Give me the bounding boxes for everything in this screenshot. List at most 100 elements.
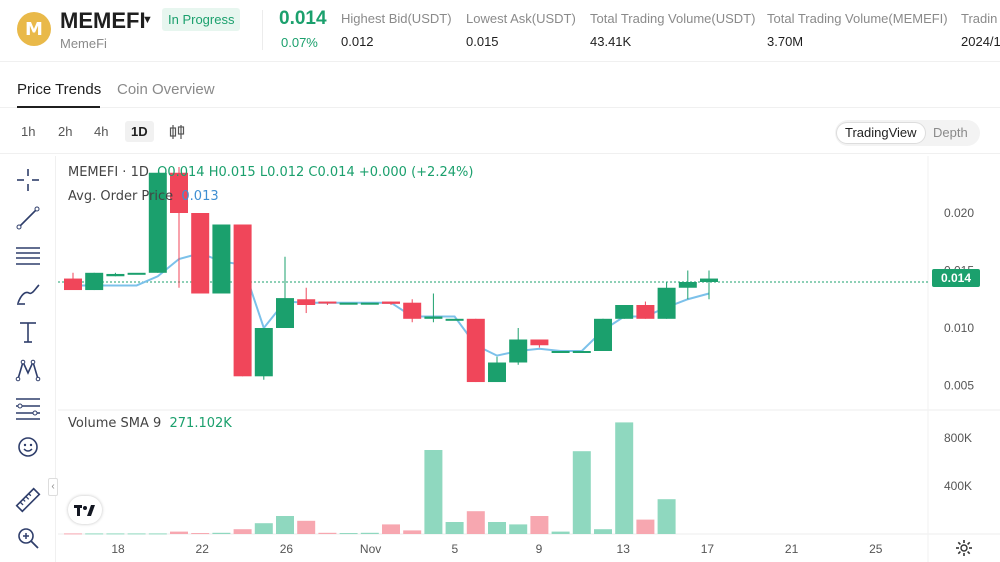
volume-bar	[424, 450, 443, 534]
logo-letter: M	[25, 18, 43, 40]
stat-label-highest-bid: Highest Bid(USDT)	[341, 11, 452, 26]
timeframe-1h[interactable]: 1h	[21, 124, 36, 139]
chart-legend-ohlc: MEMEFI · 1D O0.014 H0.015 L0.012 C0.014 …	[68, 165, 473, 180]
pattern-icon[interactable]	[14, 356, 42, 384]
chart-title: MEMEFI · 1D	[68, 165, 149, 180]
timeframe-2h[interactable]: 2h	[58, 124, 73, 139]
candle-body	[191, 213, 210, 294]
volume-tick-label: 800K	[944, 431, 972, 445]
timeframe-4h[interactable]: 4h	[94, 124, 109, 139]
candle-body	[488, 362, 506, 383]
candle-body	[212, 224, 231, 294]
tab-price-trends[interactable]: Price Trends	[17, 81, 102, 98]
ohlc-values: O0.014 H0.015 L0.012 C0.014 +0.000 (+2.2…	[157, 165, 474, 180]
current-price-tag: 0.014	[932, 269, 980, 287]
stat-label-lowest-ask: Lowest Ask(USDT)	[466, 11, 576, 26]
volume-bar	[233, 529, 252, 534]
candle-body	[127, 272, 146, 275]
trend-line-icon[interactable]	[14, 204, 42, 232]
volume-bar	[615, 422, 634, 534]
timeframe-1d[interactable]: 1D	[125, 121, 154, 142]
candle-body	[382, 301, 400, 304]
volume-sma-label: Volume SMA 9	[68, 416, 162, 431]
tab-coin-overview[interactable]: Coin Overview	[117, 81, 215, 98]
candle-body	[403, 302, 422, 319]
candle-body	[657, 287, 676, 319]
ruler-icon[interactable]	[14, 486, 42, 514]
tradingview-logo[interactable]	[68, 496, 102, 524]
view-toggle: TradingView Depth	[835, 120, 980, 146]
stat-value-trading-time: 2024/1	[961, 34, 1000, 49]
candlestick-type-icon[interactable]	[168, 123, 186, 141]
zoom-in-icon[interactable]	[14, 524, 42, 552]
avg-order-value: 0.013	[181, 189, 219, 204]
memefi-logo: M	[17, 12, 51, 46]
tradingview-button[interactable]: TradingView	[837, 123, 925, 143]
volume-bar	[106, 533, 125, 535]
volume-bar	[318, 532, 337, 534]
volume-bar	[85, 533, 104, 535]
content-tabs: Price Trends Coin Overview	[0, 72, 1000, 108]
candle-body	[466, 318, 485, 383]
time-tick-label: 21	[785, 542, 799, 556]
volume-bar	[466, 511, 485, 534]
stat-value-volume-memefi: 3.70M	[767, 34, 804, 49]
candle-body	[572, 351, 591, 353]
candle-body	[636, 305, 655, 319]
volume-bar	[382, 524, 400, 534]
emoji-icon[interactable]	[14, 433, 42, 461]
collapse-toolbar-button[interactable]: ‹	[48, 478, 58, 496]
candle-body	[424, 316, 443, 319]
candle-body	[106, 273, 125, 277]
volume-bar	[403, 530, 422, 534]
coin-name: MemeFi	[60, 36, 107, 51]
candle-body	[445, 318, 464, 321]
volume-bar	[64, 533, 82, 535]
text-icon[interactable]	[14, 318, 42, 346]
brush-icon[interactable]	[14, 280, 42, 308]
volume-bar	[636, 519, 655, 534]
volume-bar	[551, 531, 570, 534]
candle-body	[551, 351, 570, 353]
chevron-down-icon[interactable]: ▼	[142, 14, 153, 26]
time-tick-label: 26	[280, 542, 294, 556]
candle-body	[700, 278, 718, 282]
candle-body	[509, 339, 528, 363]
time-tick-label: Nov	[360, 542, 381, 556]
time-tick-label: 13	[617, 542, 631, 556]
status-badge: In Progress	[162, 8, 241, 31]
symbol-title[interactable]: MEMEFI	[60, 8, 146, 33]
candle-body	[276, 298, 294, 328]
candle-body	[360, 302, 379, 305]
price-tick-label: 0.005	[944, 379, 974, 393]
fib-levels-icon[interactable]	[14, 394, 42, 422]
candle-body	[678, 282, 697, 288]
crosshair-icon[interactable]	[14, 166, 42, 194]
candle-body	[530, 339, 549, 346]
gear-icon[interactable]	[955, 539, 973, 557]
time-tick-label: 17	[701, 542, 715, 556]
chart-legend-volume: Volume SMA 9 271.102K	[68, 416, 232, 431]
volume-bar	[360, 532, 379, 534]
drawing-tools-sidebar	[0, 156, 56, 562]
candle-body	[297, 299, 316, 305]
volume-bar	[445, 522, 464, 534]
horizontal-lines-icon[interactable]	[14, 242, 42, 270]
time-tick-label: 5	[451, 542, 458, 556]
chart-legend-avg: Avg. Order Price 0.013	[68, 189, 219, 204]
candle-body	[594, 318, 612, 351]
volume-bar	[276, 516, 294, 534]
volume-tick-label: 400K	[944, 479, 972, 493]
time-tick-label: 9	[536, 542, 543, 556]
candle-body	[339, 302, 358, 305]
depth-button[interactable]: Depth	[933, 125, 968, 140]
volume-bar	[509, 524, 528, 534]
active-tab-indicator	[17, 106, 100, 108]
volume-bar	[339, 533, 358, 535]
volume-bar	[254, 523, 273, 534]
market-header: M MEMEFI ▼ MemeFi In Progress 0.014 0.07…	[0, 0, 1000, 62]
time-tick-label: 25	[869, 542, 883, 556]
volume-bar	[297, 520, 316, 534]
price-tick-label: 0.020	[944, 206, 974, 220]
price-chart[interactable]: 0.0200.0150.0100.005800K400K182226Nov591…	[58, 156, 1000, 562]
